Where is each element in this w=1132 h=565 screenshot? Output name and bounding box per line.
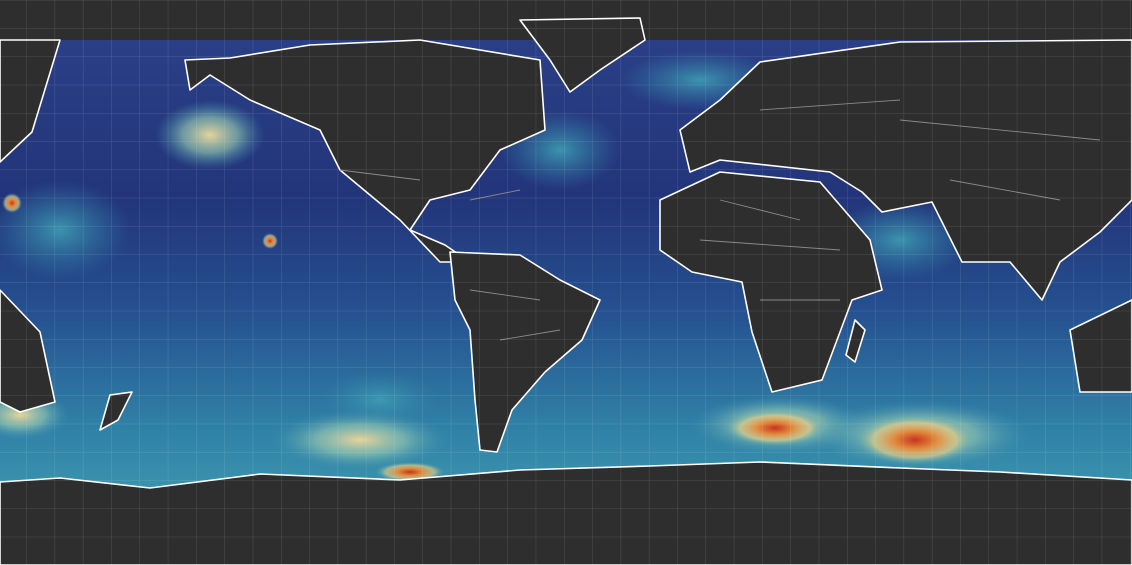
graticule	[0, 0, 1132, 565]
map	[0, 0, 1132, 565]
page	[0, 0, 1132, 565]
